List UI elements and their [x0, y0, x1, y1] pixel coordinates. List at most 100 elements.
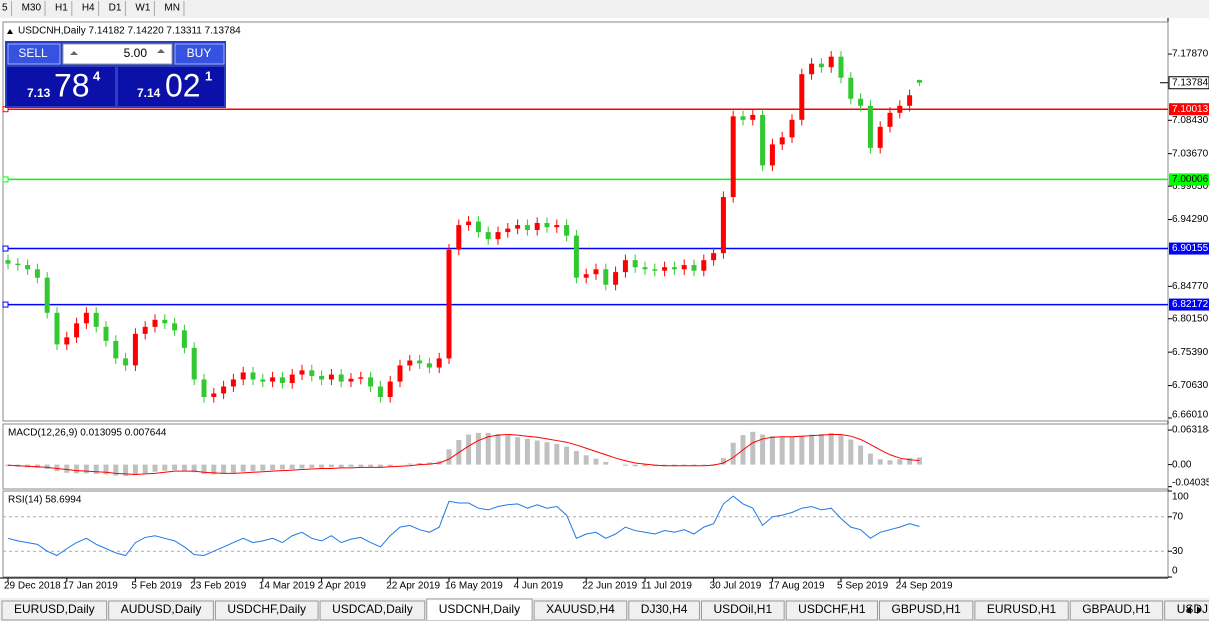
candle-body [191, 347, 197, 380]
candle-body [358, 377, 364, 379]
tab-label[interactable]: AUDUSD,Daily [121, 602, 202, 616]
macd-bar [760, 434, 766, 465]
candle-body [319, 375, 325, 380]
panel-title: RSI(14) 58.6994 [8, 495, 82, 506]
tab[interactable] [974, 600, 1069, 621]
x-tick-label: 29 Dec 2018 [4, 581, 61, 592]
timeframe-button[interactable]: D1 [109, 3, 122, 14]
macd-bar [622, 464, 628, 466]
tab-label[interactable]: XAUUSD,H4 [546, 602, 615, 616]
candle-body [299, 370, 305, 375]
candle-body [818, 63, 824, 68]
macd-bar [44, 464, 50, 469]
sell-price-box[interactable] [7, 67, 115, 106]
tab-scroll-right[interactable] [1197, 606, 1202, 614]
lot-up[interactable] [157, 49, 165, 53]
tab-scroll-left[interactable] [1186, 606, 1191, 614]
candle-body [593, 269, 599, 275]
timeframe-button[interactable]: MN [164, 3, 180, 14]
tab[interactable] [700, 600, 785, 621]
macd-bar [34, 464, 40, 468]
candle-body [250, 372, 256, 380]
sell-price-main: 7.13 [27, 86, 51, 100]
macd-bar [93, 464, 99, 474]
tab-label[interactable]: USDCHF,H1 [798, 602, 866, 616]
last-price-label: 7.13784 [1172, 77, 1209, 88]
macd-bar [426, 462, 432, 465]
candle-body [711, 253, 717, 261]
macd-bar [534, 440, 540, 465]
candle-body [172, 323, 178, 331]
timeframe-button[interactable]: M30 [22, 3, 42, 14]
buy-price-fraction: 1 [205, 68, 212, 83]
candle-body [83, 312, 89, 324]
tab-label[interactable]: GBPUSD,H1 [892, 602, 962, 616]
tab[interactable] [1069, 600, 1164, 621]
macd-bar [387, 464, 393, 467]
tab-label[interactable]: EURUSD,H1 [987, 602, 1057, 616]
tab-label[interactable]: GBPAUD,H1 [1082, 602, 1151, 616]
tab-label[interactable]: EURUSD,Daily [14, 602, 95, 616]
tab-label[interactable]: USDCHF,Daily [227, 602, 306, 616]
macd-bar [848, 439, 854, 465]
tab[interactable] [533, 600, 628, 621]
macd-bar [887, 460, 893, 465]
macd-bar [720, 458, 726, 465]
macd-bar [466, 434, 472, 465]
candle-body [211, 393, 217, 398]
timeframe-button[interactable]: 5 [2, 3, 8, 14]
buy-button[interactable] [174, 43, 225, 65]
tab-label[interactable]: USDOil,H1 [713, 602, 772, 616]
candle-body [897, 105, 903, 113]
timeframe-button[interactable]: H1 [55, 3, 68, 14]
macd-bar [632, 464, 638, 467]
tab[interactable] [426, 598, 533, 621]
macd-bar [103, 464, 109, 475]
x-tick-label: 17 Aug 2019 [768, 581, 825, 592]
macd-bar [407, 463, 413, 465]
macd-bar [279, 464, 285, 470]
lot-down[interactable] [70, 51, 78, 55]
tab-label[interactable]: DJ30,H4 [641, 602, 688, 616]
candle-body [642, 267, 648, 270]
timeframe-button[interactable]: W1 [135, 3, 150, 14]
panel-frame [2, 423, 1169, 490]
macd-bar [181, 464, 187, 471]
candle-body [916, 79, 922, 83]
tab-label[interactable]: USDCNH,Daily [439, 602, 520, 616]
x-tick-label: 11 Jul 2019 [641, 581, 692, 592]
tab[interactable] [785, 600, 878, 621]
toolbar-bg [0, 0, 1209, 18]
macd-bar [377, 464, 383, 468]
candle-body [564, 225, 570, 236]
tab[interactable] [108, 600, 214, 621]
tab[interactable] [879, 600, 974, 621]
x-tick-label: 23 Feb 2019 [190, 581, 247, 592]
macd-bar [211, 464, 217, 475]
macd-bar [544, 442, 550, 465]
x-tick-label: 24 Sep 2019 [896, 581, 953, 592]
macd-bar [769, 436, 775, 465]
candle-body [446, 249, 452, 359]
sell-button[interactable] [7, 43, 61, 65]
y-tick-label: 7.03670 [1172, 148, 1209, 159]
macd-bar [64, 464, 70, 473]
collapse-icon[interactable] [7, 29, 13, 34]
tab[interactable] [1, 600, 108, 621]
tab[interactable] [214, 600, 319, 621]
timeframe-button[interactable]: H4 [82, 3, 95, 14]
candle-body [74, 323, 80, 338]
candle-body [524, 225, 530, 230]
lot-input[interactable] [62, 43, 173, 65]
macd-bar [172, 464, 178, 471]
candle-body [760, 114, 766, 166]
buy-price-box[interactable] [118, 67, 224, 106]
tab-label[interactable]: USDJP [1177, 602, 1209, 616]
tab[interactable] [319, 600, 426, 621]
tab-label[interactable]: USDCAD,Daily [332, 602, 413, 616]
signal-line [7, 434, 920, 475]
candle-body [338, 374, 344, 382]
candle-body [485, 232, 491, 240]
tab[interactable] [628, 600, 700, 621]
macd-bar [319, 464, 325, 468]
